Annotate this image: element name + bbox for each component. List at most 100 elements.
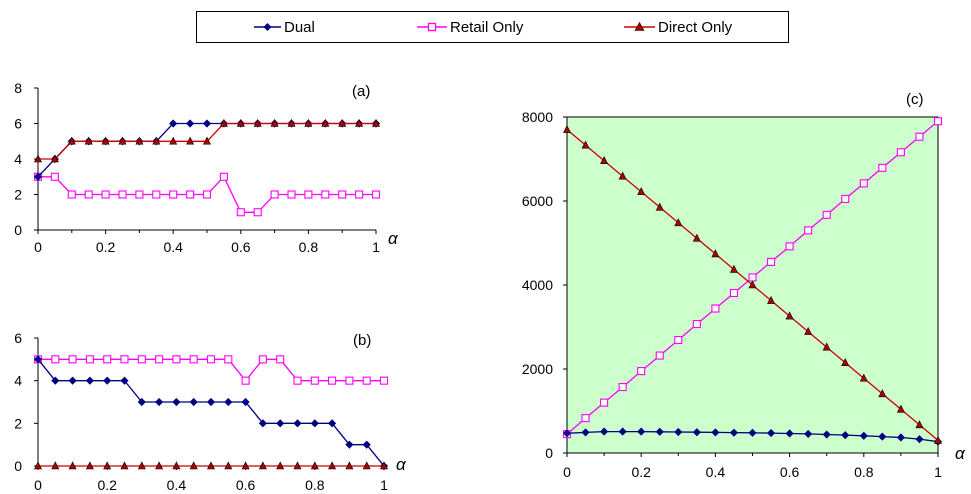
data-point: [915, 435, 924, 444]
data-point: [206, 355, 216, 364]
series-direct-only: [34, 118, 380, 163]
triangle-marker-icon: [634, 21, 645, 31]
x-tick-label: 0.2: [96, 239, 116, 255]
data-point: [581, 414, 590, 423]
data-point: [186, 136, 195, 145]
data-point: [258, 419, 267, 428]
data-point: [637, 187, 646, 196]
data-point: [137, 461, 146, 470]
data-point: [915, 420, 924, 429]
data-point: [618, 427, 627, 436]
data-point: [172, 461, 181, 470]
legend-item-dual: Dual: [254, 19, 315, 36]
data-point: [637, 427, 646, 436]
data-point: [933, 117, 943, 126]
data-point: [345, 461, 354, 470]
data-point: [804, 226, 813, 235]
diamond-marker-icon: [263, 23, 272, 31]
legend-label-retail: Retail Only: [450, 19, 524, 36]
data-point: [748, 273, 757, 282]
y-tick-label: 0: [14, 458, 22, 474]
x-tick-label: 0.2: [631, 464, 651, 480]
chart-legend: Dual Retail Only Direct Only: [196, 11, 789, 43]
y-tick-label: 2: [14, 415, 22, 431]
data-point: [822, 342, 831, 351]
data-point: [328, 419, 337, 428]
y-tick-label: 0: [14, 222, 22, 238]
data-point: [328, 461, 337, 470]
data-point: [189, 397, 198, 407]
data-point: [637, 367, 646, 376]
data-point: [674, 218, 683, 227]
data-point: [189, 461, 198, 470]
data-point: [33, 355, 43, 364]
x-tick-label: 1: [934, 464, 942, 480]
data-point: [338, 118, 347, 127]
x-tick-label: 0.4: [706, 464, 726, 480]
data-point: [692, 320, 701, 329]
legend-item-retail: Retail Only: [417, 19, 524, 36]
data-point: [50, 172, 59, 181]
chart-panel-b: 0 2 4 6 0 0.2 0.4 0.6 0.8 1 (b) α: [14, 330, 407, 493]
y-tick-label: 2: [14, 187, 22, 203]
data-point: [51, 355, 60, 364]
data-point: [186, 190, 195, 199]
data-point: [207, 461, 215, 470]
data-point: [915, 132, 924, 141]
data-point: [692, 233, 701, 242]
data-point: [120, 461, 129, 470]
data-point: [562, 429, 572, 438]
series-dual: [562, 427, 943, 446]
data-point: [169, 119, 178, 128]
x-tick-label: 0.6: [236, 477, 256, 493]
x-tick-label: 0: [563, 464, 571, 480]
data-point: [152, 136, 161, 145]
data-point: [67, 136, 76, 145]
data-point: [896, 433, 905, 442]
data-point: [362, 376, 371, 385]
data-point: [362, 461, 371, 470]
data-point: [85, 355, 94, 364]
data-point: [304, 190, 313, 199]
data-point: [310, 461, 319, 470]
legend-label-direct: Direct Only: [658, 19, 733, 36]
x-tick-label: 1: [380, 477, 388, 493]
data-point: [34, 461, 42, 470]
data-point: [51, 461, 60, 470]
data-point: [321, 190, 330, 199]
data-point: [785, 429, 794, 438]
x-tick-label: 0: [34, 239, 42, 255]
x-tick-label: 0.6: [780, 464, 800, 480]
data-point: [581, 428, 590, 437]
y-tick-label: 0: [545, 445, 553, 461]
series-direct-only: [34, 461, 388, 470]
data-point: [155, 461, 164, 470]
data-point: [785, 311, 794, 320]
data-point: [68, 461, 77, 470]
data-point: [371, 190, 381, 199]
data-point: [600, 427, 609, 436]
data-point: [118, 190, 127, 199]
data-point: [841, 194, 850, 203]
data-point: [859, 373, 868, 382]
chart-panel-a: 0 2 4 6 8 0 0.2 0.4 0.6 0.8 1 (a) α: [14, 80, 399, 255]
data-point: [655, 351, 664, 360]
series-retail-only: [33, 172, 381, 217]
data-point: [711, 428, 720, 437]
data-point: [85, 461, 94, 470]
data-point: [68, 355, 77, 364]
data-point: [169, 190, 178, 199]
data-point: [581, 140, 590, 149]
data-point: [328, 376, 337, 385]
y-tick-label: 6000: [522, 193, 553, 209]
data-point: [101, 136, 110, 145]
data-point: [896, 148, 905, 157]
data-point: [310, 419, 319, 428]
data-point: [155, 397, 164, 407]
data-point: [287, 118, 296, 127]
data-point: [729, 428, 739, 437]
data-point: [310, 376, 319, 385]
data-point: [270, 190, 279, 199]
data-point: [767, 295, 776, 304]
data-point: [692, 428, 701, 437]
